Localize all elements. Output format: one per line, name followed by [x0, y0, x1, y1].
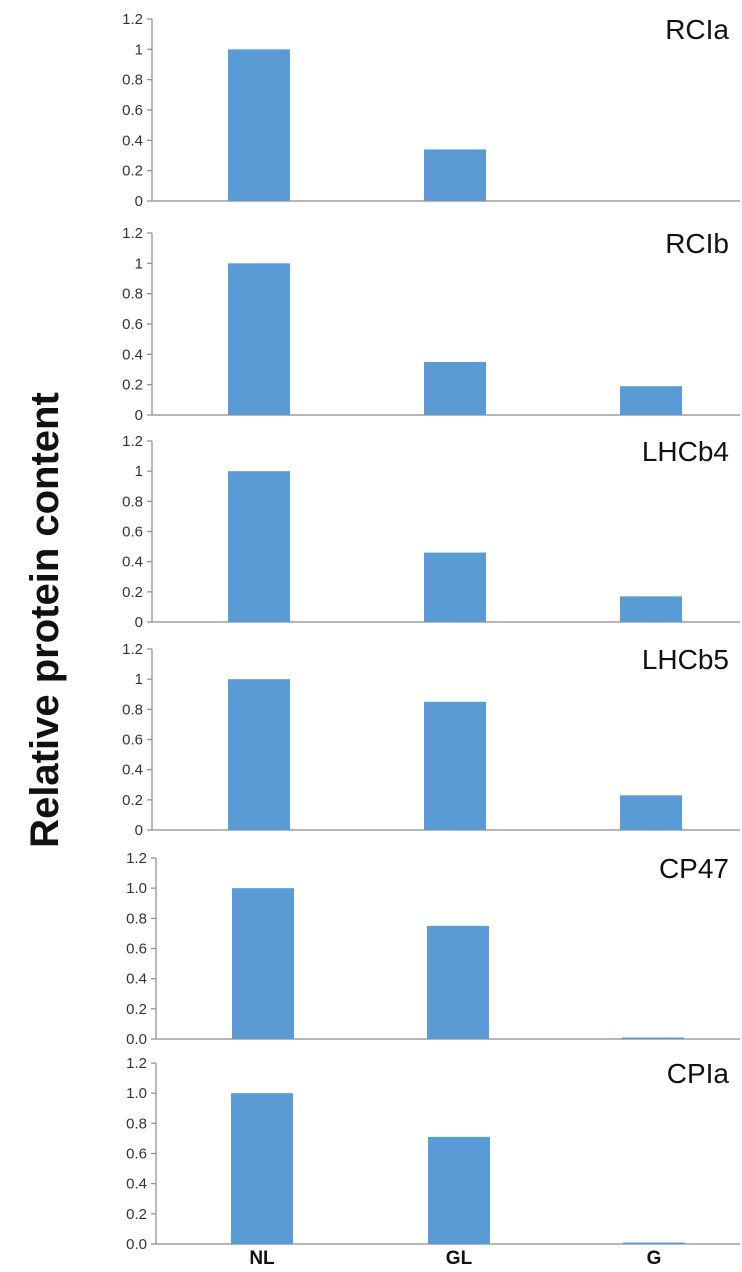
- bar-nl: [232, 888, 294, 1039]
- x-category-label-gl: GL: [446, 1248, 473, 1269]
- y-tick-label: 1.2: [122, 433, 143, 450]
- bar-gl: [428, 1136, 490, 1244]
- panel-cp47: 0.0 0.2 0.4 0.6 0.8 1.0 1.2 CP47: [126, 850, 740, 1048]
- y-tick-label: 0: [135, 193, 143, 210]
- y-tick-label: 0.8: [122, 493, 143, 510]
- y-tick-label: 0.0: [126, 1236, 147, 1253]
- bar-nl: [231, 1093, 293, 1244]
- y-tick-label: 0: [135, 614, 143, 631]
- y-tick-label: 0.2: [122, 792, 143, 809]
- panel-title: LHCb5: [642, 644, 729, 675]
- y-tick-label: 0.8: [122, 701, 143, 718]
- panel-rcia: 0 0.2 0.4 0.6 0.8 1 1.2 RCIa: [122, 11, 740, 210]
- bar-g: [620, 795, 682, 830]
- y-tick-label: 1.2: [122, 11, 143, 28]
- y-tick-label: 0.4: [122, 762, 143, 779]
- y-tick-label: 1.2: [122, 225, 143, 242]
- bar-gl: [424, 361, 486, 415]
- y-tick-label: 1: [135, 41, 143, 58]
- y-tick-label: 1.2: [122, 641, 143, 658]
- panel-lhcb4: 0 0.2 0.4 0.6 0.8 1 1.2 LHCb4: [122, 433, 740, 631]
- panel-cpia: 0.0 0.2 0.4 0.6 0.8 1.0 1.2 CPIa: [126, 1055, 740, 1253]
- x-category-label-g: G: [647, 1248, 662, 1269]
- y-tick-label: 0.4: [126, 971, 147, 988]
- bar-nl: [228, 471, 290, 622]
- y-tick-label: 1: [135, 463, 143, 480]
- y-tick-label: 0.4: [122, 554, 143, 571]
- y-tick-label: 0: [135, 407, 143, 424]
- bar-gl: [424, 149, 486, 201]
- y-tick-label: 0.2: [122, 377, 143, 394]
- y-tick-label: 0.6: [126, 1146, 147, 1163]
- y-tick-label: 0.6: [122, 316, 143, 333]
- y-tick-label: 0.0: [126, 1031, 147, 1048]
- y-tick-label: 1.0: [126, 880, 147, 897]
- y-tick-label: 0.2: [126, 1206, 147, 1223]
- bar-g: [623, 1242, 685, 1244]
- bar-nl: [228, 49, 290, 202]
- y-tick-label: 0.2: [122, 163, 143, 180]
- bar-g: [620, 386, 682, 415]
- y-tick-label: 0.6: [122, 732, 143, 749]
- bar-gl: [424, 552, 486, 622]
- bar-g: [622, 1037, 684, 1039]
- y-tick-label: 0.4: [122, 132, 143, 149]
- y-tick-label: 0.6: [122, 524, 143, 541]
- y-tick-label: 0.8: [126, 910, 147, 927]
- y-tick-label: 0.8: [122, 72, 143, 89]
- y-tick-label: 0.2: [122, 584, 143, 601]
- y-tick-label: 1: [135, 671, 143, 688]
- bar-nl: [228, 679, 290, 830]
- y-tick-label: 1.2: [126, 850, 147, 867]
- bar-gl: [424, 701, 486, 830]
- chart-panels: 0 0.2 0.4 0.6 0.8 1 1.2 RCIa 0 0.2 0.4 0.6 0.8 1 1.2 RC…: [122, 11, 740, 1253]
- y-tick-label: 0.4: [126, 1176, 147, 1193]
- y-tick-label: 0.2: [126, 1001, 147, 1018]
- panel-title: CP47: [659, 853, 729, 884]
- panel-rcib: 0 0.2 0.4 0.6 0.8 1 1.2 RCIb: [122, 225, 740, 424]
- panel-title: CPIa: [667, 1058, 730, 1089]
- y-tick-label: 1.2: [126, 1055, 147, 1072]
- y-tick-label: 0.4: [122, 346, 143, 363]
- y-tick-label: 1.0: [126, 1085, 147, 1102]
- y-tick-label: 0: [135, 822, 143, 839]
- panel-title: RCIb: [665, 228, 729, 259]
- panel-title: LHCb4: [642, 436, 729, 467]
- x-category-label-nl: NL: [249, 1248, 275, 1269]
- y-tick-label: 0.8: [126, 1115, 147, 1132]
- panel-title: RCIa: [665, 14, 729, 45]
- y-tick-label: 0.6: [122, 102, 143, 119]
- y-tick-label: 0.8: [122, 286, 143, 303]
- y-tick-label: 1: [135, 255, 143, 272]
- bar-g: [620, 596, 682, 622]
- bar-nl: [228, 263, 290, 415]
- y-tick-label: 0.6: [126, 941, 147, 958]
- bar-gl: [427, 925, 489, 1039]
- x-category-labels: NL GL G: [249, 1248, 661, 1269]
- panel-lhcb5: 0 0.2 0.4 0.6 0.8 1 1.2 LHCb5: [122, 641, 740, 839]
- y-axis-label: Relative protein content: [23, 392, 67, 848]
